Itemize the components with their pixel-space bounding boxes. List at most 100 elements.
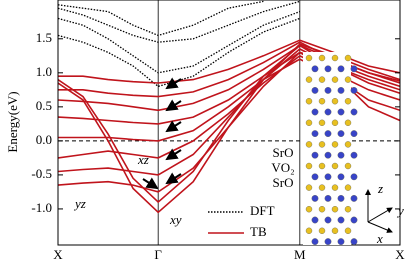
- atom: [344, 97, 352, 105]
- atom: [318, 227, 326, 235]
- atom: [344, 54, 352, 62]
- atom: [337, 108, 345, 116]
- atom: [324, 87, 332, 94]
- axis-arrow: [367, 221, 393, 233]
- atom: [350, 130, 358, 138]
- x-tick-label: Γ: [154, 247, 162, 262]
- atom: [337, 216, 345, 224]
- atom: [318, 76, 326, 83]
- atom: [350, 173, 358, 181]
- layer-label: VO₂: [271, 160, 294, 175]
- atom: [311, 87, 319, 94]
- layer-label: SrO: [273, 145, 294, 160]
- atom: [318, 184, 326, 191]
- inset-bg: [303, 52, 351, 245]
- atom: [305, 162, 313, 170]
- atom: [324, 130, 332, 138]
- annotation: yz: [73, 196, 86, 211]
- band-line: [58, 17, 301, 88]
- atom: [344, 205, 352, 213]
- atom: [344, 227, 352, 235]
- atom: [331, 97, 339, 105]
- atom: [318, 54, 326, 62]
- annotation: xy: [169, 212, 182, 227]
- y-tick-label: 0.5: [36, 98, 52, 113]
- atom: [337, 87, 345, 94]
- atom: [305, 141, 313, 148]
- atom: [305, 97, 313, 105]
- atom: [350, 216, 358, 224]
- x-tick-label: X: [395, 247, 405, 262]
- atom: [350, 151, 358, 159]
- atom: [311, 194, 319, 202]
- annotation: xz: [137, 152, 149, 167]
- frame: [57, 0, 401, 246]
- atom: [324, 173, 332, 181]
- atom: [305, 227, 313, 235]
- atom: [350, 65, 358, 73]
- y-tick-label: -0.5: [31, 166, 52, 181]
- axis-arrow: [367, 207, 393, 223]
- atom: [350, 194, 358, 202]
- layer-label: SrO: [273, 175, 294, 190]
- legend-label: DFT: [250, 203, 275, 218]
- atom: [305, 54, 313, 62]
- atom: [337, 130, 345, 138]
- inset-axis-label: y: [396, 203, 404, 218]
- y-tick-label: 0.0: [36, 132, 52, 147]
- atom: [344, 76, 352, 83]
- band-line: [58, 0, 300, 43]
- x-tick-label: M: [294, 247, 306, 262]
- atom: [311, 130, 319, 138]
- atom: [331, 227, 339, 235]
- atom: [337, 151, 345, 159]
- atom: [331, 119, 339, 127]
- inset-axis-label: z: [377, 181, 383, 196]
- atom: [344, 162, 352, 170]
- atom: [337, 194, 345, 202]
- atom: [318, 119, 326, 127]
- atom: [305, 76, 313, 83]
- y-axis-label: Energy(eV): [5, 91, 20, 152]
- atom: [324, 238, 332, 246]
- y-tick-label: 1.5: [36, 30, 52, 45]
- atom: [350, 238, 358, 246]
- atom: [337, 238, 345, 246]
- atom: [350, 108, 358, 116]
- atom: [305, 205, 313, 213]
- atom: [331, 76, 339, 83]
- atom: [344, 141, 352, 148]
- atom: [311, 65, 319, 73]
- atom: [331, 184, 339, 191]
- atom: [324, 108, 332, 116]
- atom: [324, 151, 332, 159]
- atom: [311, 151, 319, 159]
- band-line: [58, 10, 301, 74]
- x-tick-label: X: [53, 247, 63, 262]
- atom: [311, 108, 319, 116]
- atom: [337, 65, 345, 73]
- inset-axis-label: x: [376, 231, 383, 246]
- atom: [344, 119, 352, 127]
- crystal-inset: [303, 52, 358, 246]
- atom: [311, 216, 319, 224]
- legend-label: TB: [250, 224, 267, 239]
- atom: [331, 141, 339, 148]
- atom: [331, 162, 339, 170]
- atom: [324, 216, 332, 224]
- atom: [311, 238, 319, 246]
- band-line: [58, 0, 264, 37]
- atom: [324, 194, 332, 202]
- atom: [305, 184, 313, 191]
- y-tick-label: 1.0: [36, 64, 52, 79]
- atom: [324, 65, 332, 73]
- atom: [305, 119, 313, 127]
- atom: [318, 205, 326, 213]
- arrows: [142, 77, 182, 190]
- atom: [337, 173, 345, 181]
- atom: [350, 87, 358, 94]
- atom: [331, 205, 339, 213]
- y-tick-label: -1.0: [31, 200, 52, 215]
